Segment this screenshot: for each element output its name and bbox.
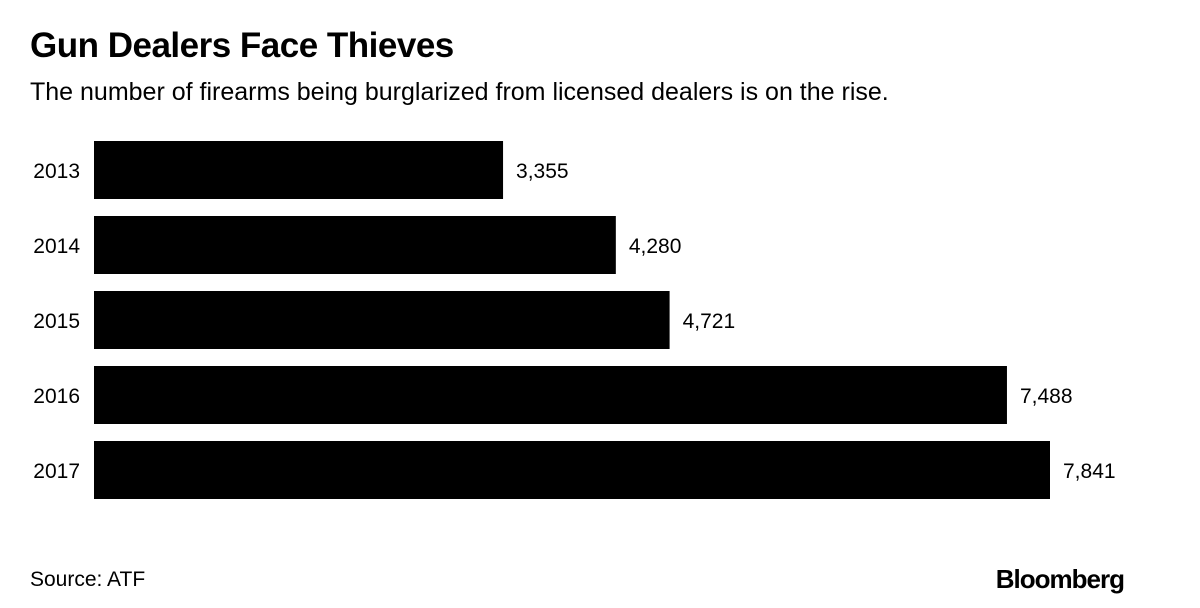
- bar-2017: [94, 441, 1050, 499]
- source-note: Source: ATF: [30, 568, 146, 591]
- value-label: 3,355: [516, 160, 569, 183]
- category-label: 2014: [33, 235, 80, 258]
- category-label: 2017: [33, 460, 80, 483]
- category-label: 2016: [33, 385, 80, 408]
- value-label: 4,721: [683, 310, 736, 333]
- bar-2013: [94, 141, 504, 199]
- value-label: 7,488: [1020, 385, 1073, 408]
- bar-2016: [94, 366, 1007, 424]
- chart-subtitle: The number of firearms being burglarized…: [30, 78, 889, 106]
- value-label: 7,841: [1063, 460, 1116, 483]
- category-label: 2015: [33, 310, 80, 333]
- chart-title: Gun Dealers Face Thieves: [30, 26, 454, 65]
- category-label: 2013: [33, 160, 80, 183]
- value-label: 4,280: [629, 235, 682, 258]
- bar-2014: [94, 216, 616, 274]
- bar-2015: [94, 291, 670, 349]
- bloomberg-logo: Bloomberg: [995, 564, 1125, 594]
